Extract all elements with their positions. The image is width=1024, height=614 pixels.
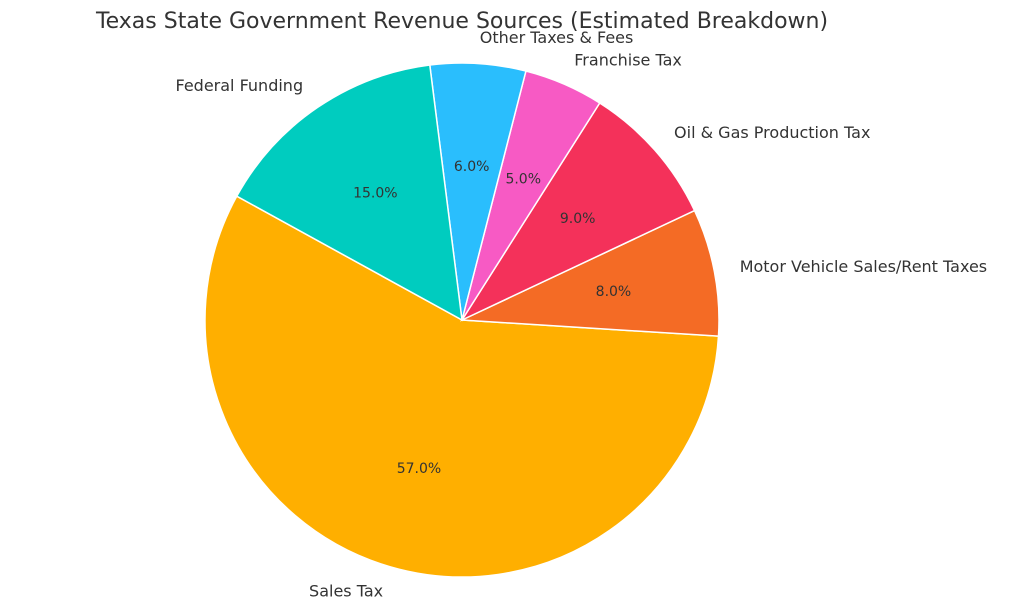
slice-label: Franchise Tax — [574, 51, 682, 70]
pie-slices — [204, 62, 720, 578]
slice-label: Oil & Gas Production Tax — [674, 123, 870, 142]
slice-percent-label: 57.0% — [397, 461, 441, 477]
pie-slice-motor-vehicle-sales-rent-taxes — [461, 209, 720, 337]
slice-label: Federal Funding — [176, 76, 304, 95]
slice-label: Sales Tax — [309, 581, 383, 600]
pie-labels: Sales Tax 57.0% Motor Vehicle Sales/Rent T… — [176, 28, 988, 601]
pie-slice-oil-gas-production-tax — [459, 101, 696, 322]
slice-label: Other Taxes & Fees — [480, 28, 634, 47]
slice-percent-label: 9.0% — [560, 211, 596, 227]
slice-percent-label: 6.0% — [454, 159, 490, 175]
slice-percent-label: 15.0% — [353, 185, 397, 201]
chart-title: Texas State Government Revenue Sources (… — [95, 9, 828, 34]
slice-percent-label: 8.0% — [596, 284, 632, 300]
slice-label: Motor Vehicle Sales/Rent Taxes — [740, 257, 987, 276]
slice-percent-label: 5.0% — [505, 171, 541, 187]
pie-slice-sales-tax — [204, 195, 720, 578]
pie-slice-federal-funding — [235, 64, 463, 322]
